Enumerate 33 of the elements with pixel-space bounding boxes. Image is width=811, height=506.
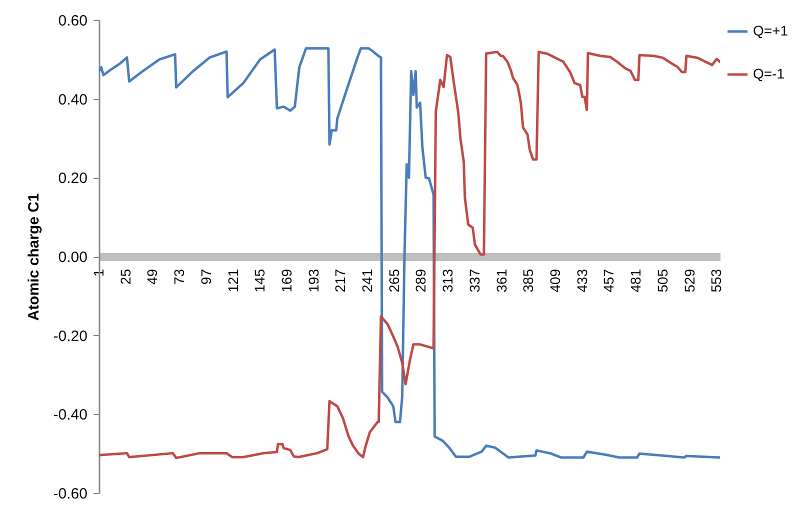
y-axis-title: Atomic charge C1 — [25, 193, 42, 321]
x-tick-label: 313 — [440, 268, 456, 292]
x-tick-label: 145 — [252, 268, 268, 292]
x-tick-label: 409 — [547, 268, 564, 292]
y-tick-label: 0.00 — [58, 249, 88, 266]
legend-label: Q=-1 — [753, 66, 785, 82]
y-tick-label: -0.40 — [53, 406, 88, 424]
x-tick-label: 217 — [332, 268, 348, 292]
x-tick-label: 289 — [412, 268, 429, 292]
y-tick-label: 0.20 — [58, 170, 88, 188]
x-tick-label: 169 — [278, 268, 294, 292]
x-tick-label: 193 — [305, 268, 322, 292]
x-tick-label: 337 — [466, 268, 482, 292]
x-tick-label: 529 — [681, 268, 698, 292]
x-tick-label: 433 — [574, 268, 590, 292]
x-tick-label: 361 — [493, 268, 510, 292]
x-tick-label: 73 — [171, 268, 188, 285]
x-tick-label: 25 — [117, 268, 134, 285]
x-tick-label: 97 — [198, 268, 214, 285]
x-tick-label: 241 — [359, 268, 376, 292]
y-tick-label: -0.60 — [53, 486, 88, 502]
y-tick-label: -0.20 — [53, 328, 88, 345]
y-tick-label: 0.40 — [58, 91, 88, 108]
x-tick-label: 385 — [520, 268, 536, 292]
x-tick-label: 505 — [654, 268, 670, 292]
legend-label: Q=+1 — [753, 22, 788, 38]
x-tick-label: 457 — [600, 268, 617, 292]
x-tick-label: 121 — [224, 268, 241, 292]
x-tick-label: 553 — [708, 268, 724, 292]
x-tick-label: 481 — [628, 268, 644, 292]
y-tick-label: 0.60 — [58, 12, 88, 30]
x-tick-label: 265 — [386, 268, 402, 292]
x-tick-label: 49 — [144, 268, 160, 285]
